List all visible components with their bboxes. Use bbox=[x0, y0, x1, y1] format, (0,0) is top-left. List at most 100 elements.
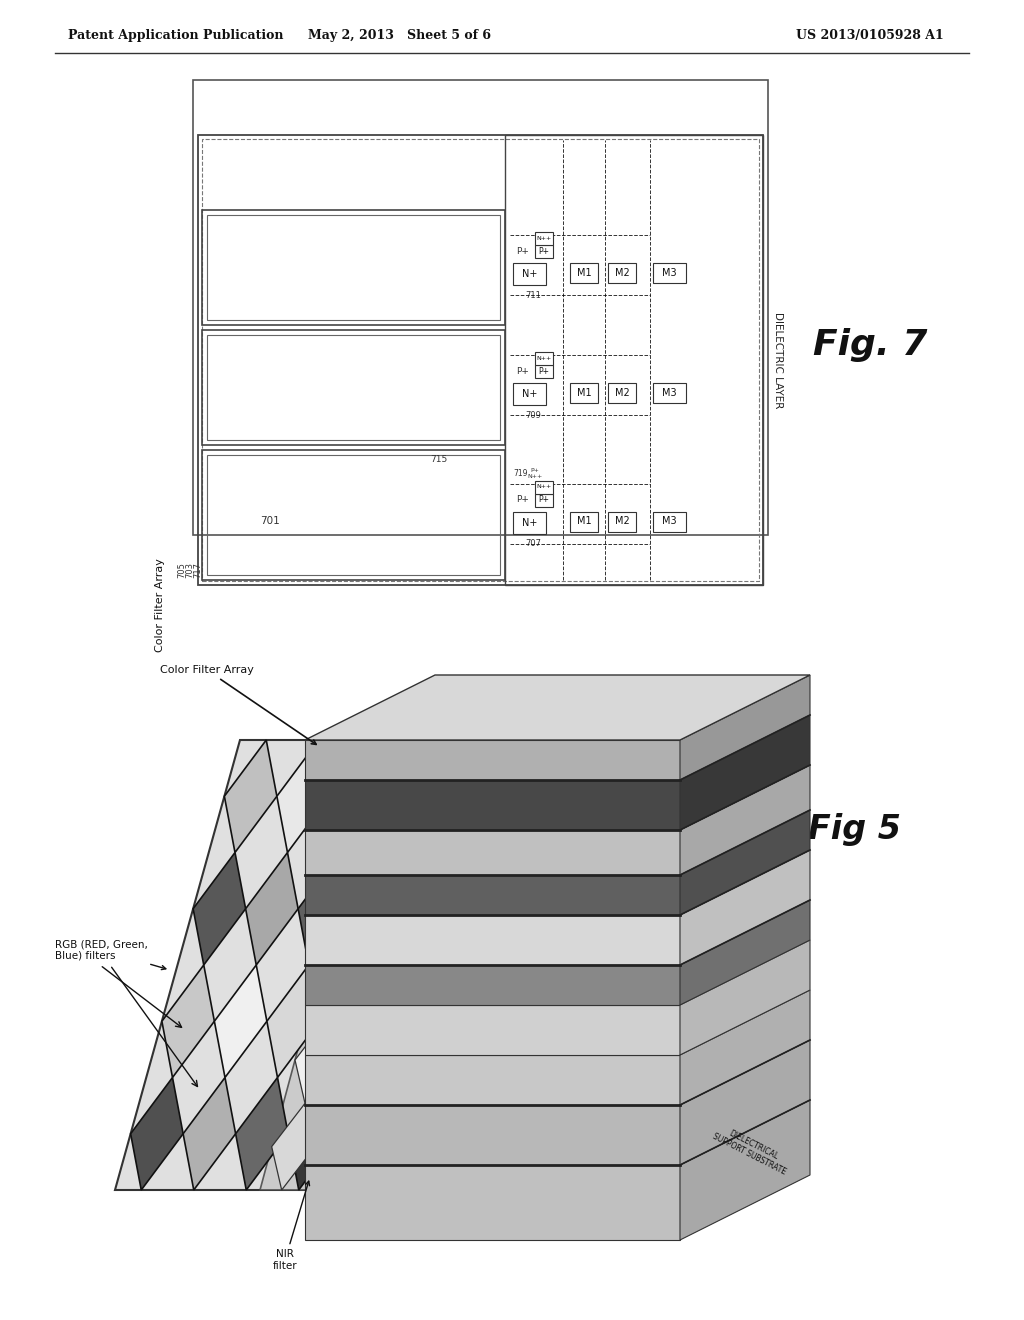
Polygon shape bbox=[267, 965, 319, 1077]
Polygon shape bbox=[680, 940, 810, 1055]
Polygon shape bbox=[680, 810, 810, 915]
Bar bbox=[198, 135, 763, 585]
Text: Color Filter Array: Color Filter Array bbox=[155, 558, 165, 652]
Polygon shape bbox=[260, 931, 460, 1191]
Bar bbox=[570, 511, 598, 532]
Polygon shape bbox=[298, 853, 350, 965]
Polygon shape bbox=[115, 741, 455, 1191]
Text: M2: M2 bbox=[614, 516, 630, 527]
Polygon shape bbox=[131, 1077, 183, 1191]
Text: Fig 5: Fig 5 bbox=[809, 813, 901, 846]
Polygon shape bbox=[319, 965, 372, 1077]
Text: M2: M2 bbox=[614, 268, 630, 279]
Polygon shape bbox=[338, 1016, 382, 1104]
Text: P+: P+ bbox=[539, 247, 550, 256]
Text: 717: 717 bbox=[194, 562, 203, 578]
Text: RGB (RED, Green,
Blue) filters: RGB (RED, Green, Blue) filters bbox=[55, 940, 166, 970]
Polygon shape bbox=[330, 741, 382, 853]
Text: M1: M1 bbox=[577, 268, 591, 279]
Bar bbox=[653, 383, 686, 403]
Text: M3: M3 bbox=[663, 388, 677, 399]
Bar bbox=[535, 366, 553, 379]
Polygon shape bbox=[406, 931, 449, 1016]
Polygon shape bbox=[315, 1104, 358, 1191]
Text: US 2013/0105928 A1: US 2013/0105928 A1 bbox=[796, 29, 944, 41]
Polygon shape bbox=[305, 780, 680, 830]
Bar bbox=[207, 455, 500, 576]
Bar bbox=[202, 210, 505, 325]
Polygon shape bbox=[305, 1055, 680, 1105]
Polygon shape bbox=[276, 741, 330, 853]
Bar bbox=[608, 511, 636, 532]
Polygon shape bbox=[680, 1040, 810, 1166]
Polygon shape bbox=[236, 1077, 288, 1191]
Text: P+: P+ bbox=[516, 367, 529, 376]
Text: M3: M3 bbox=[663, 516, 677, 527]
Polygon shape bbox=[214, 965, 267, 1077]
Bar bbox=[202, 139, 759, 581]
Polygon shape bbox=[680, 1100, 810, 1239]
Bar bbox=[193, 81, 768, 535]
Bar bbox=[653, 511, 686, 532]
Bar bbox=[570, 263, 598, 284]
Polygon shape bbox=[305, 1166, 680, 1239]
Text: 705: 705 bbox=[177, 562, 186, 578]
Bar bbox=[202, 330, 505, 445]
Polygon shape bbox=[305, 875, 680, 915]
Polygon shape bbox=[680, 990, 810, 1105]
Bar bbox=[513, 383, 546, 405]
Polygon shape bbox=[382, 1016, 425, 1104]
Polygon shape bbox=[305, 830, 680, 875]
Bar bbox=[535, 246, 553, 259]
Polygon shape bbox=[318, 931, 361, 1016]
Text: DIELECTRIC LAYER: DIELECTRIC LAYER bbox=[773, 312, 783, 408]
Bar bbox=[535, 494, 553, 507]
Text: P+: P+ bbox=[516, 495, 529, 504]
Text: P+: P+ bbox=[516, 247, 529, 256]
Bar bbox=[207, 215, 500, 319]
Polygon shape bbox=[305, 741, 680, 780]
Bar bbox=[570, 383, 598, 403]
Text: N+: N+ bbox=[522, 517, 538, 528]
Text: 711: 711 bbox=[525, 290, 541, 300]
Bar bbox=[653, 263, 686, 284]
Polygon shape bbox=[183, 1077, 236, 1191]
Bar bbox=[535, 232, 553, 246]
Bar bbox=[513, 263, 546, 285]
Text: M3: M3 bbox=[663, 268, 677, 279]
Text: M2: M2 bbox=[614, 388, 630, 399]
Text: Color Filter Array: Color Filter Array bbox=[160, 665, 316, 744]
Polygon shape bbox=[305, 675, 810, 741]
Polygon shape bbox=[288, 1077, 341, 1191]
Text: DIELECTRICAL
SUPPORT SUBSTRATE: DIELECTRICAL SUPPORT SUBSTRATE bbox=[711, 1123, 792, 1177]
Polygon shape bbox=[305, 1105, 680, 1166]
Text: 701: 701 bbox=[260, 516, 280, 527]
Polygon shape bbox=[305, 1005, 680, 1055]
Bar bbox=[535, 352, 553, 366]
Polygon shape bbox=[680, 850, 810, 965]
Text: M1: M1 bbox=[577, 516, 591, 527]
Polygon shape bbox=[680, 675, 810, 780]
Text: N+: N+ bbox=[522, 269, 538, 280]
Text: Fig. 7: Fig. 7 bbox=[813, 327, 927, 362]
Polygon shape bbox=[358, 1104, 401, 1191]
Text: P+
N++: P+ N++ bbox=[527, 469, 543, 479]
Polygon shape bbox=[382, 741, 434, 853]
Text: P+: P+ bbox=[539, 367, 550, 376]
Text: N++: N++ bbox=[537, 356, 552, 362]
Bar bbox=[202, 450, 505, 579]
Text: May 2, 2013   Sheet 5 of 6: May 2, 2013 Sheet 5 of 6 bbox=[308, 29, 492, 41]
Polygon shape bbox=[162, 965, 214, 1077]
Bar bbox=[207, 335, 500, 440]
Text: 707: 707 bbox=[525, 539, 541, 548]
Polygon shape bbox=[224, 741, 276, 853]
Polygon shape bbox=[361, 931, 406, 1016]
Polygon shape bbox=[680, 715, 810, 830]
Bar bbox=[505, 135, 763, 585]
Polygon shape bbox=[305, 915, 680, 965]
Bar bbox=[535, 480, 553, 494]
Polygon shape bbox=[305, 965, 680, 1005]
Text: P+: P+ bbox=[539, 495, 550, 504]
Text: 719: 719 bbox=[514, 469, 528, 478]
Polygon shape bbox=[194, 853, 246, 965]
